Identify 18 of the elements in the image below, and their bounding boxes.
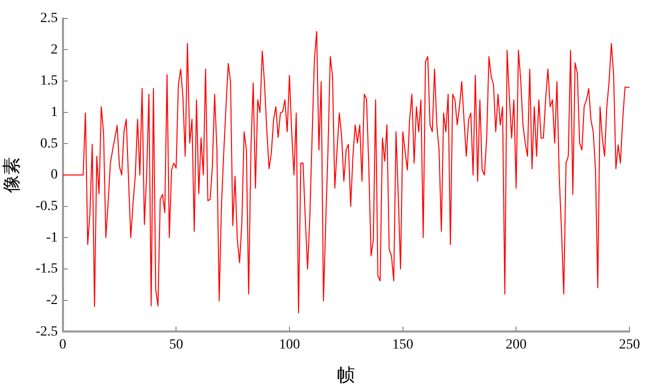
y-tick-label: 1 <box>50 105 58 120</box>
y-tick-label: 2.5 <box>40 11 58 26</box>
y-tick-label: 0.5 <box>40 136 58 152</box>
x-tick-label: 200 <box>506 338 527 353</box>
x-tick-label: 250 <box>619 338 640 353</box>
x-axis-title: 帧 <box>337 364 356 385</box>
y-tick-label: -1 <box>46 230 58 246</box>
x-tick-label: 50 <box>169 338 184 353</box>
y-tick-label: 0 <box>50 168 58 183</box>
y-tick-label: -2 <box>46 292 58 308</box>
y-tick-label: -1.5 <box>36 262 58 277</box>
y-tick-label: 1.5 <box>40 74 58 89</box>
x-tick-label: 150 <box>392 338 414 353</box>
y-tick-label: -0.5 <box>36 198 58 214</box>
y-axis-title: 像素 <box>2 157 22 193</box>
y-tick-label: 2 <box>50 42 58 58</box>
y-tick-label: -2.5 <box>36 324 58 340</box>
x-tick-label: 100 <box>278 338 300 353</box>
